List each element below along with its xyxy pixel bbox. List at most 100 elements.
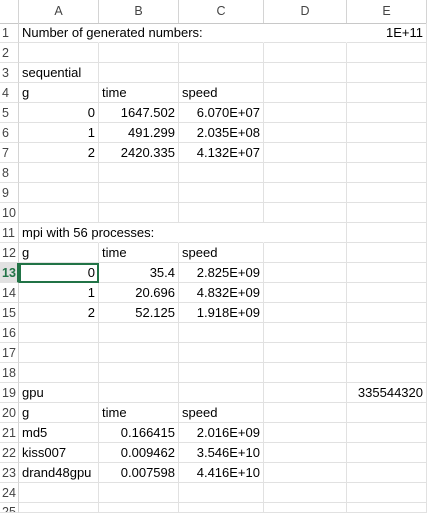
cell-c10[interactable] (179, 203, 264, 223)
cell-e7[interactable] (347, 143, 427, 163)
cell-b1[interactable] (99, 23, 179, 43)
cell-d24[interactable] (264, 483, 347, 503)
cell-e3[interactable] (347, 63, 427, 83)
cell-c6[interactable]: 2.035E+08 (179, 123, 264, 143)
cell-a11[interactable]: mpi with 56 processes: (19, 223, 154, 243)
row-header[interactable]: 15 (0, 303, 19, 323)
row-header[interactable]: 16 (0, 323, 19, 343)
cell-a19[interactable]: gpu (19, 383, 99, 403)
cell-e8[interactable] (347, 163, 427, 183)
column-header-d[interactable]: D (264, 0, 347, 23)
cell-a9[interactable] (19, 183, 99, 203)
cell-c19[interactable] (179, 383, 264, 403)
cell-b19[interactable] (99, 383, 179, 403)
cell-c13[interactable]: 2.825E+09 (179, 263, 264, 283)
cell-d14[interactable] (264, 283, 347, 303)
cell-d1[interactable] (264, 23, 347, 43)
cell-d4[interactable] (264, 83, 347, 103)
row-header[interactable]: 18 (0, 363, 19, 383)
cell-e16[interactable] (347, 323, 427, 343)
cell-b8[interactable] (99, 163, 179, 183)
row-header[interactable]: 23 (0, 463, 19, 483)
cell-a14[interactable]: 1 (19, 283, 99, 303)
row-header[interactable]: 4 (0, 83, 19, 103)
cell-d25[interactable] (264, 503, 347, 513)
cell-c14[interactable]: 4.832E+09 (179, 283, 264, 303)
cell-d2[interactable] (264, 43, 347, 63)
cell-e5[interactable] (347, 103, 427, 123)
cell-e9[interactable] (347, 183, 427, 203)
row-header[interactable]: 17 (0, 343, 19, 363)
cell-c4[interactable]: speed (179, 83, 264, 103)
row-header[interactable]: 6 (0, 123, 19, 143)
cell-d22[interactable] (264, 443, 347, 463)
cell-e11[interactable] (347, 223, 427, 243)
row-header[interactable]: 20 (0, 403, 19, 423)
cell-a12[interactable]: g (19, 243, 99, 263)
cell-d5[interactable] (264, 103, 347, 123)
cell-b15[interactable]: 52.125 (99, 303, 179, 323)
cell-d18[interactable] (264, 363, 347, 383)
cell-d15[interactable] (264, 303, 347, 323)
cell-c1[interactable] (179, 23, 264, 43)
cell-a16[interactable] (19, 323, 99, 343)
cell-c8[interactable] (179, 163, 264, 183)
cell-a13[interactable]: 0 (19, 263, 99, 283)
row-header[interactable]: 5 (0, 103, 19, 123)
cell-e13[interactable] (347, 263, 427, 283)
cell-e14[interactable] (347, 283, 427, 303)
cell-b23[interactable]: 0.007598 (99, 463, 179, 483)
column-header-a[interactable]: A (19, 0, 99, 23)
select-all-corner[interactable] (0, 0, 19, 23)
cell-a24[interactable] (19, 483, 99, 503)
cell-c23[interactable]: 4.416E+10 (179, 463, 264, 483)
cell-a6[interactable]: 1 (19, 123, 99, 143)
cell-d21[interactable] (264, 423, 347, 443)
cell-b22[interactable]: 0.009462 (99, 443, 179, 463)
cell-b13[interactable]: 35.4 (99, 263, 179, 283)
cell-b14[interactable]: 20.696 (99, 283, 179, 303)
cell-a3[interactable]: sequential (19, 63, 99, 83)
cell-c21[interactable]: 2.016E+09 (179, 423, 264, 443)
row-header[interactable]: 19 (0, 383, 19, 403)
cell-b9[interactable] (99, 183, 179, 203)
cell-c11[interactable] (179, 223, 264, 243)
cell-c18[interactable] (179, 363, 264, 383)
cell-c7[interactable]: 4.132E+07 (179, 143, 264, 163)
cell-a23[interactable]: drand48gpu (19, 463, 99, 483)
cell-d17[interactable] (264, 343, 347, 363)
cell-b4[interactable]: time (99, 83, 179, 103)
cell-d20[interactable] (264, 403, 347, 423)
cell-d10[interactable] (264, 203, 347, 223)
cell-a1[interactable]: Number of generated numbers: (19, 23, 203, 43)
cell-e2[interactable] (347, 43, 427, 63)
cell-e25[interactable] (347, 503, 427, 513)
row-header[interactable]: 9 (0, 183, 19, 203)
cell-a2[interactable] (19, 43, 99, 63)
cell-b7[interactable]: 2420.335 (99, 143, 179, 163)
cell-e10[interactable] (347, 203, 427, 223)
column-header-b[interactable]: B (99, 0, 179, 23)
cell-e21[interactable] (347, 423, 427, 443)
cell-a20[interactable]: g (19, 403, 99, 423)
cell-e17[interactable] (347, 343, 427, 363)
cell-a21[interactable]: md5 (19, 423, 99, 443)
cell-b10[interactable] (99, 203, 179, 223)
cell-b12[interactable]: time (99, 243, 179, 263)
cell-d13[interactable] (264, 263, 347, 283)
cell-d23[interactable] (264, 463, 347, 483)
cell-c2[interactable] (179, 43, 264, 63)
cell-e22[interactable] (347, 443, 427, 463)
cell-d16[interactable] (264, 323, 347, 343)
cell-e24[interactable] (347, 483, 427, 503)
row-header[interactable]: 13 (0, 263, 19, 283)
cell-a15[interactable]: 2 (19, 303, 99, 323)
row-header[interactable]: 3 (0, 63, 19, 83)
cell-b21[interactable]: 0.166415 (99, 423, 179, 443)
row-header[interactable]: 12 (0, 243, 19, 263)
cell-b18[interactable] (99, 363, 179, 383)
cell-c15[interactable]: 1.918E+09 (179, 303, 264, 323)
cell-d11[interactable] (264, 223, 347, 243)
row-header[interactable]: 25 (0, 503, 19, 513)
cell-b20[interactable]: time (99, 403, 179, 423)
